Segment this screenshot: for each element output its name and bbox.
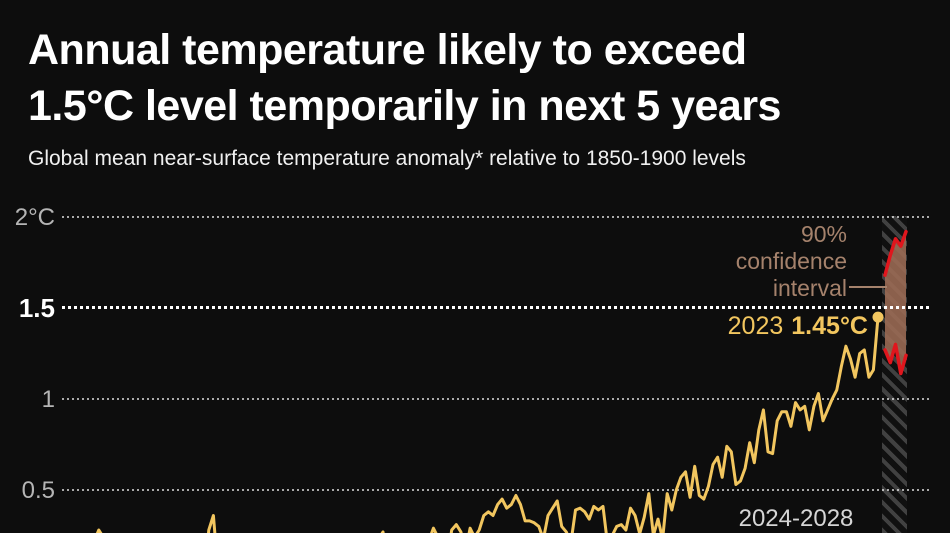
gridline-1 <box>62 398 930 400</box>
confidence-band-lower-edge <box>883 342 908 376</box>
confidence-band-upper-edge <box>883 229 908 277</box>
y-axis-label-2c: 2°C <box>14 204 55 231</box>
header: Annual temperature likely to exceed 1.5°… <box>28 22 928 171</box>
point-label-value: 1.45°C <box>791 312 868 340</box>
point-label-2023: 2023 1.45°C <box>728 312 868 341</box>
y-axis-label-1-5: 1.5 <box>18 293 55 323</box>
gridline-2c <box>62 216 930 218</box>
point-label-year: 2023 <box>727 312 784 340</box>
ci-label-line3: interval <box>772 275 847 301</box>
page-title-line1: Annual temperature likely to exceed <box>28 26 747 74</box>
end-point-dot <box>872 311 884 323</box>
gridline-0-5 <box>62 489 930 491</box>
page-title-line2: 1.5°C level temporarily in next 5 years <box>28 82 781 130</box>
confidence-interval-label: 90% confidence interval <box>736 221 847 302</box>
ci-leader-line <box>849 286 887 288</box>
forecast-period-label: 2024-2028 <box>738 505 854 532</box>
y-axis-label-0-5: 0.5 <box>21 477 55 504</box>
y-axis-label-1: 1 <box>41 386 55 413</box>
chart-subtitle: Global mean near-surface temperature ano… <box>28 147 746 170</box>
confidence-band-fill <box>885 231 906 374</box>
ci-label-line2: confidence <box>735 248 847 274</box>
ci-label-line1: 90% <box>800 221 847 247</box>
gridline-1-5 <box>62 306 930 309</box>
temperature-line <box>95 315 880 533</box>
